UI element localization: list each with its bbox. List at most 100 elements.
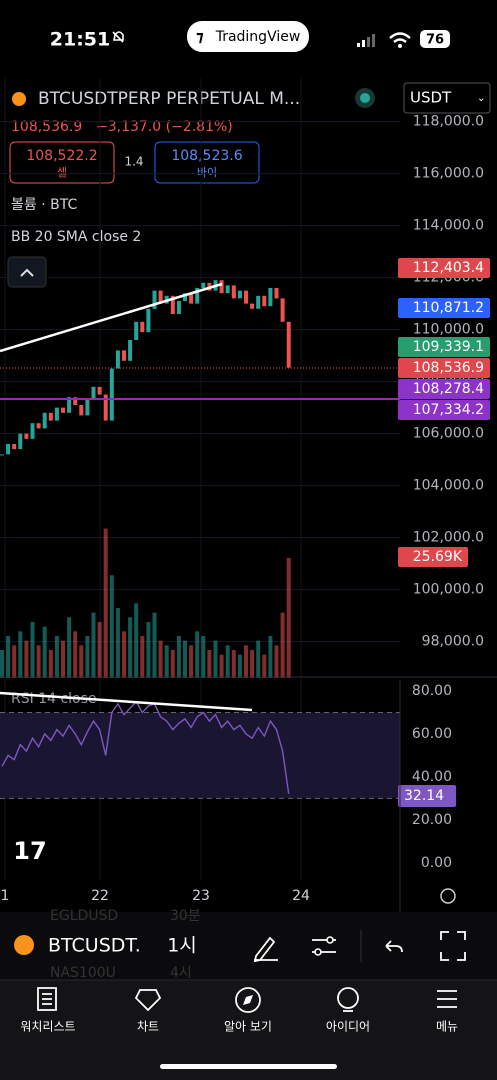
- undo-icon[interactable]: [385, 940, 403, 953]
- volume-bar: [201, 635, 206, 678]
- candle: [122, 350, 126, 361]
- volume-bar: [12, 645, 17, 678]
- candle: [0, 454, 4, 456]
- x-tick-label: 1: [1, 888, 10, 904]
- rsi-tick-label: 60.00: [412, 726, 452, 742]
- candle: [225, 285, 230, 294]
- y-tick-label: 118,000.0: [413, 114, 484, 130]
- volume-bar: [207, 649, 212, 678]
- price-badge-label: 108,536.9: [413, 360, 484, 376]
- interval[interactable]: 1시: [167, 935, 197, 957]
- candle: [48, 412, 53, 421]
- y-tick-label: 116,000.0: [413, 166, 484, 182]
- price: 108,536.9: [11, 119, 82, 135]
- chevron: ⌄: [477, 93, 485, 104]
- candle: [286, 321, 291, 368]
- volume-bar: [97, 621, 102, 678]
- volume-bar: [170, 649, 175, 678]
- volume-bar: [128, 617, 133, 678]
- volume-bar: [244, 645, 248, 678]
- volume-bar: [109, 575, 114, 678]
- candle: [42, 412, 47, 429]
- candle: [262, 295, 267, 307]
- candle: [140, 321, 145, 333]
- volume-bar: [115, 607, 120, 678]
- y-tick-label: 110,000.0: [413, 322, 484, 338]
- volume-bar: [213, 640, 218, 678]
- candle: [67, 397, 72, 413]
- candle: [115, 350, 120, 369]
- toolbar-symbol[interactable]: BTCUSDT.: [48, 935, 141, 957]
- volume-badge: [398, 547, 468, 567]
- price-badge-label: 107,334.2: [413, 402, 484, 418]
- volume-badge-label: 25.69K: [413, 549, 463, 565]
- volume-bar: [54, 635, 59, 678]
- settings-icon[interactable]: [440, 888, 456, 904]
- volume-bar: [73, 631, 78, 678]
- wifi-dot: [398, 44, 402, 48]
- nav-label[interactable]: 워치리스트: [20, 1020, 75, 1034]
- app-name: TradingView: [215, 29, 301, 45]
- volume-bar: [195, 631, 200, 678]
- candle: [91, 386, 96, 400]
- app-pill[interactable]: [187, 21, 309, 52]
- sell-button[interactable]: [9, 141, 115, 184]
- volume-bar: [183, 640, 187, 678]
- y-tick-label: 114,000.0: [413, 218, 484, 234]
- y-tick-label: 98,000.0: [422, 634, 484, 650]
- nav-label[interactable]: 차트: [137, 1020, 159, 1034]
- price-badge: [398, 400, 490, 420]
- menu-icon: [437, 990, 457, 1008]
- candle: [152, 290, 157, 309]
- wifi: [389, 32, 411, 44]
- candle: [280, 298, 285, 322]
- candle: [73, 397, 78, 405]
- volume-bar: [158, 640, 163, 678]
- candle: [256, 295, 261, 309]
- nav-label[interactable]: 아이디어: [326, 1020, 370, 1034]
- fullscreen-icon[interactable]: [440, 931, 466, 961]
- y-tick-label: 102,000.0: [413, 530, 484, 546]
- volume-bar: [268, 635, 273, 678]
- volume-bar: [24, 640, 29, 678]
- price-badge-label: 110,871.2: [413, 300, 484, 316]
- rsi-band: [0, 712, 400, 799]
- battery-level: 76: [426, 33, 444, 48]
- currency: USDT: [410, 89, 452, 107]
- indicator-knob: [314, 948, 322, 956]
- collapse-button[interactable]: [7, 256, 47, 288]
- chart-layer: 118,000.0116,000.0114,000.0112,000.0110,…: [0, 78, 490, 904]
- candle: [6, 444, 11, 455]
- y-tick-label: 106,000.0: [413, 426, 484, 442]
- tv-mark: ⁊: [196, 28, 204, 46]
- candle: [170, 295, 175, 314]
- symbol[interactable]: BTCUSDTPERP PERPETUAL M...: [38, 89, 300, 109]
- nav-label[interactable]: 메뉴: [436, 1020, 458, 1034]
- volume-bar: [152, 612, 157, 678]
- y-tick-label: 100,000.0: [413, 582, 484, 598]
- draw-icon[interactable]: [253, 936, 278, 963]
- volume-bar: [103, 528, 108, 678]
- volume-bar: [262, 654, 267, 678]
- buy-button[interactable]: [154, 141, 260, 184]
- sell-label: 셀: [57, 166, 67, 179]
- candle: [250, 303, 255, 309]
- status-dot: [360, 93, 370, 103]
- behind-text: EGLDUSD: [50, 908, 118, 924]
- volume-bar: [42, 626, 47, 678]
- volume-bar: [164, 645, 169, 678]
- candle: [244, 290, 248, 304]
- candle: [12, 444, 17, 450]
- coin-icon: [12, 92, 26, 106]
- nav-label[interactable]: 알아 보기: [224, 1020, 272, 1034]
- rsi-line: [1, 700, 290, 794]
- candle: [201, 282, 206, 288]
- time: 21:51: [50, 29, 110, 51]
- behind-text: 4시: [170, 965, 192, 981]
- home-indicator: [160, 1064, 337, 1069]
- volume-bar: [256, 640, 261, 678]
- currency-select[interactable]: [403, 82, 491, 114]
- candle: [134, 321, 139, 340]
- price-badge-label: 109,339.1: [413, 339, 484, 355]
